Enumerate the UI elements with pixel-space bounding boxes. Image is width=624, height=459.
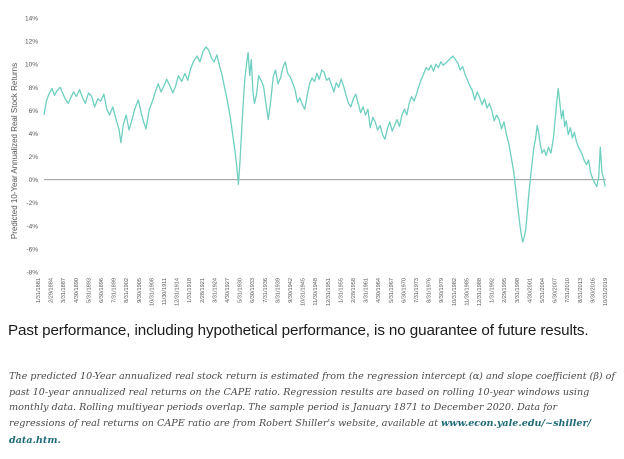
x-tick-label: 7/31/1936 xyxy=(263,278,269,303)
x-tick-label: 8/31/1939 xyxy=(275,278,281,303)
x-tick-label: 2/29/1884 xyxy=(49,278,55,303)
x-tick-label: 5/31/2004 xyxy=(540,278,546,303)
y-axis-label: Predicted 10-Year Annualized Real Stock … xyxy=(10,63,19,239)
x-tick-label: 6/30/1933 xyxy=(250,278,256,303)
x-tick-label: 3/31/1998 xyxy=(515,278,521,303)
y-tick-label: -2% xyxy=(26,200,38,207)
x-tick-label: 4/30/1927 xyxy=(225,278,231,303)
y-tick-label: 10% xyxy=(25,62,38,69)
chart: Predicted 10-Year Annualized Real Stock … xyxy=(10,16,609,307)
x-tick-label: 10/31/2019 xyxy=(603,278,609,306)
x-tick-label: 9/30/1942 xyxy=(288,278,294,303)
x-tick-label: 3/31/1887 xyxy=(61,278,67,303)
x-tick-label: 1/31/1992 xyxy=(490,278,496,303)
y-tick-label: 12% xyxy=(25,39,38,46)
y-tick-label: 6% xyxy=(29,108,39,115)
x-tick-label: 4/30/2001 xyxy=(527,278,533,303)
x-tick-label: 7/31/1899 xyxy=(112,278,118,303)
x-tick-label: 3/31/1961 xyxy=(364,278,370,303)
series-line xyxy=(43,46,606,243)
x-tick-label: 9/30/2016 xyxy=(590,278,596,303)
x-tick-label: 9/30/1979 xyxy=(439,278,445,303)
x-tick-label: 5/31/1967 xyxy=(389,278,395,303)
x-tick-label: 9/30/1905 xyxy=(137,278,143,303)
x-tick-label: 11/30/1985 xyxy=(464,278,470,306)
y-tick-label: 0% xyxy=(29,177,39,184)
x-tick-label: 10/31/1945 xyxy=(301,278,307,306)
x-tick-label: 11/30/1948 xyxy=(313,278,319,306)
x-tick-label: 2/29/1995 xyxy=(502,278,508,303)
y-tick-label: -8% xyxy=(26,270,38,277)
y-tick-label: -6% xyxy=(26,246,38,253)
y-tick-label: 4% xyxy=(29,131,39,138)
x-tick-label: 1/31/1881 xyxy=(36,278,42,303)
x-tick-label: 2/28/1958 xyxy=(351,278,357,303)
x-tick-label: 8/31/1976 xyxy=(427,278,433,303)
x-tick-label: 12/31/1914 xyxy=(175,278,181,306)
x-tick-label: 6/30/1970 xyxy=(401,278,407,303)
x-tick-label: 6/30/2007 xyxy=(553,278,559,303)
x-tick-label: 7/31/1973 xyxy=(414,278,420,303)
shiller-data-link[interactable]: www.econ.yale.edu/~shiller/ xyxy=(441,417,592,429)
x-tick-label: 8/31/2013 xyxy=(578,278,584,303)
shiller-data-link-continued[interactable]: data.htm. xyxy=(9,435,61,447)
x-tick-label: 12/31/1988 xyxy=(477,278,483,306)
x-tick-label: 1/31/1918 xyxy=(187,278,193,303)
y-tick-label: 8% xyxy=(29,85,39,92)
y-tick-label: 14% xyxy=(25,16,38,23)
x-tick-label: 5/31/1930 xyxy=(238,278,244,303)
x-tick-label: 7/31/2010 xyxy=(565,278,571,303)
y-tick-label: -4% xyxy=(26,223,38,230)
x-axis-ticks: 1/31/1881 2/29/1884 3/31/1887 4/30/1890 5/31… xyxy=(36,278,609,306)
x-tick-label: 8/31/1902 xyxy=(124,278,130,303)
footnote: The predicted 10-Year annualized real st… xyxy=(9,369,615,449)
y-axis-ticks: 14% 12% 10% 8% 6% 4% 2% 0% -2% -4% -6% -8% xyxy=(25,16,38,277)
y-tick-label: 2% xyxy=(29,154,39,161)
x-tick-label: 5/31/1893 xyxy=(86,278,92,303)
x-tick-label: 3/31/1924 xyxy=(212,278,218,303)
x-tick-label: 10/31/1908 xyxy=(149,278,155,306)
x-tick-label: 10/31/1982 xyxy=(452,278,458,306)
footnote-text: The predicted 10-Year annualized real st… xyxy=(9,371,616,429)
x-tick-label: 12/31/1951 xyxy=(326,278,332,306)
disclaimer: Past performance, including hypothetical… xyxy=(8,322,589,339)
x-tick-label: 4/30/1964 xyxy=(376,278,382,303)
x-tick-label: 11/30/1911 xyxy=(162,278,168,305)
x-tick-label: 4/30/1890 xyxy=(74,278,80,303)
x-tick-label: 1/31/1955 xyxy=(338,278,344,303)
x-tick-label: 2/28/1921 xyxy=(200,278,206,303)
x-tick-label: 6/30/1896 xyxy=(99,278,105,303)
